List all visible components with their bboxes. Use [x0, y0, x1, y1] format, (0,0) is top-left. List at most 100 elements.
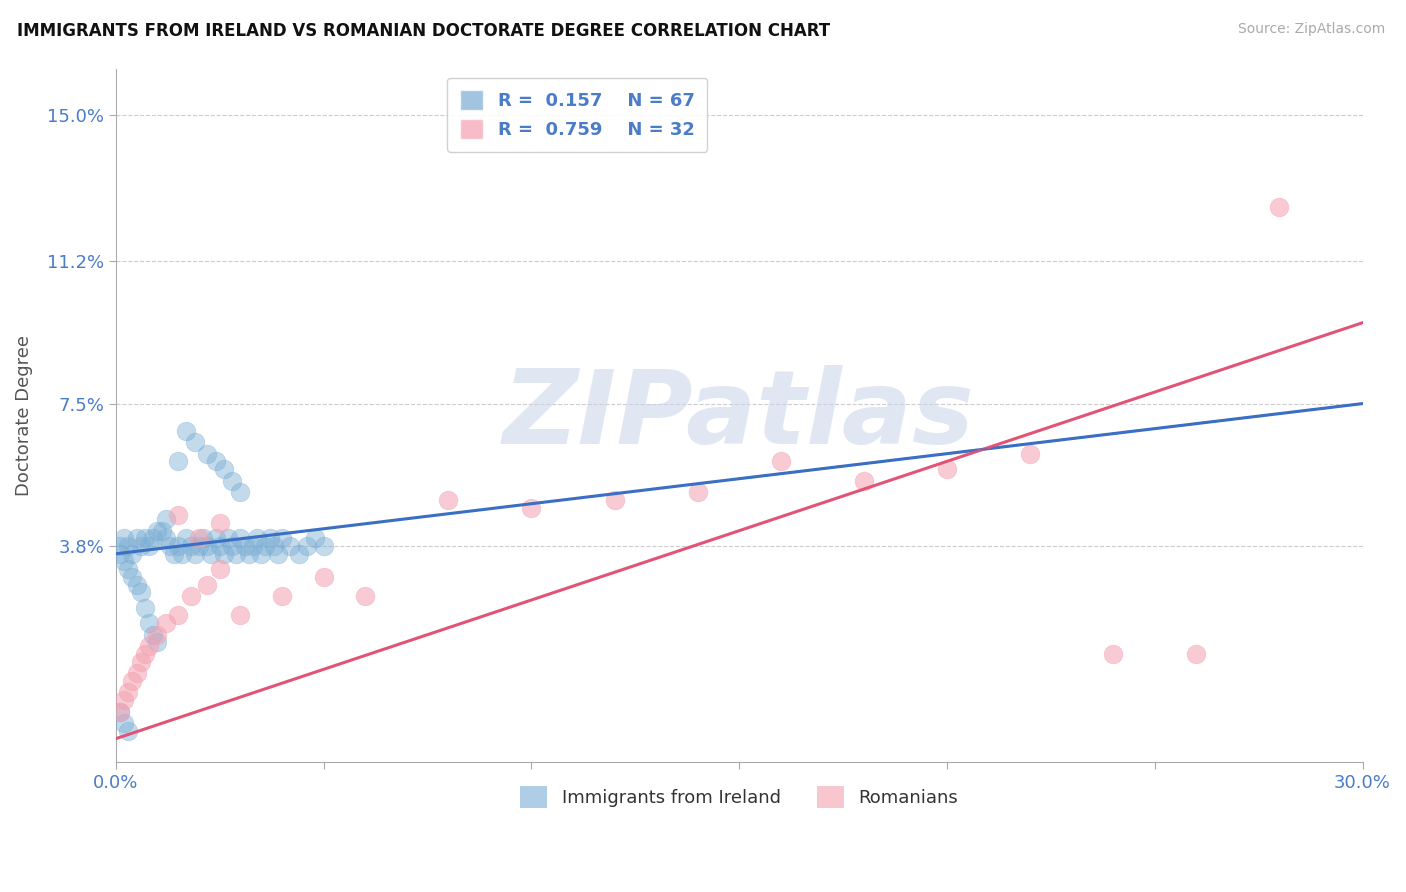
Point	[229, 485, 252, 500]
Point	[187, 539, 209, 553]
Point	[520, 500, 543, 515]
Text: Source: ZipAtlas.com: Source: ZipAtlas.com	[1237, 22, 1385, 37]
Point	[112, 693, 135, 707]
Y-axis label: Doctorate Degree: Doctorate Degree	[15, 334, 32, 496]
Point	[134, 647, 156, 661]
Point	[129, 655, 152, 669]
Point	[354, 589, 377, 603]
Point	[184, 547, 207, 561]
Point	[176, 532, 198, 546]
Point	[146, 524, 169, 538]
Point	[195, 577, 218, 591]
Point	[129, 539, 152, 553]
Point	[195, 447, 218, 461]
Point	[167, 454, 190, 468]
Point	[603, 492, 626, 507]
Point	[167, 539, 190, 553]
Point	[108, 547, 131, 561]
Point	[238, 547, 260, 561]
Point	[312, 570, 335, 584]
Point	[254, 539, 277, 553]
Point	[936, 462, 959, 476]
Point	[267, 547, 290, 561]
Point	[155, 616, 177, 631]
Point	[212, 547, 235, 561]
Point	[225, 547, 247, 561]
Point	[852, 474, 875, 488]
Text: IMMIGRANTS FROM IRELAND VS ROMANIAN DOCTORATE DEGREE CORRELATION CHART: IMMIGRANTS FROM IRELAND VS ROMANIAN DOCT…	[17, 22, 830, 40]
Point	[125, 577, 148, 591]
Point	[1019, 447, 1042, 461]
Point	[195, 539, 218, 553]
Point	[208, 516, 231, 530]
Point	[191, 532, 214, 546]
Point	[112, 554, 135, 568]
Point	[134, 600, 156, 615]
Point	[117, 723, 139, 738]
Point	[295, 539, 318, 553]
Text: ZIPatlas: ZIPatlas	[503, 365, 976, 466]
Point	[146, 635, 169, 649]
Point	[167, 608, 190, 623]
Point	[212, 462, 235, 476]
Point	[163, 547, 186, 561]
Point	[304, 532, 326, 546]
Point	[287, 547, 309, 561]
Point	[204, 454, 226, 468]
Point	[108, 539, 131, 553]
Point	[217, 532, 239, 546]
Point	[769, 454, 792, 468]
Point	[242, 539, 264, 553]
Point	[167, 508, 190, 523]
Point	[112, 716, 135, 731]
Point	[155, 532, 177, 546]
Point	[117, 539, 139, 553]
Point	[138, 639, 160, 653]
Point	[172, 547, 194, 561]
Point	[229, 608, 252, 623]
Point	[221, 474, 243, 488]
Point	[208, 539, 231, 553]
Point	[259, 532, 281, 546]
Point	[312, 539, 335, 553]
Point	[263, 539, 285, 553]
Point	[233, 539, 256, 553]
Point	[138, 539, 160, 553]
Point	[271, 532, 294, 546]
Point	[180, 589, 202, 603]
Point	[155, 512, 177, 526]
Point	[184, 435, 207, 450]
Point	[134, 532, 156, 546]
Point	[117, 685, 139, 699]
Point	[108, 705, 131, 719]
Point	[142, 628, 165, 642]
Point	[280, 539, 302, 553]
Point	[221, 539, 243, 553]
Point	[121, 570, 143, 584]
Point	[129, 585, 152, 599]
Point	[187, 532, 209, 546]
Point	[1102, 647, 1125, 661]
Point	[176, 424, 198, 438]
Point	[121, 673, 143, 688]
Point	[159, 539, 181, 553]
Point	[686, 485, 709, 500]
Point	[1268, 200, 1291, 214]
Point	[150, 524, 173, 538]
Point	[112, 532, 135, 546]
Point	[1185, 647, 1208, 661]
Point	[250, 547, 273, 561]
Point	[437, 492, 460, 507]
Point	[108, 705, 131, 719]
Point	[246, 532, 269, 546]
Point	[125, 532, 148, 546]
Legend: Immigrants from Ireland, Romanians: Immigrants from Ireland, Romanians	[513, 779, 966, 815]
Point	[142, 532, 165, 546]
Point	[146, 628, 169, 642]
Point	[180, 539, 202, 553]
Point	[125, 666, 148, 681]
Point	[271, 589, 294, 603]
Point	[121, 547, 143, 561]
Point	[138, 616, 160, 631]
Point	[208, 562, 231, 576]
